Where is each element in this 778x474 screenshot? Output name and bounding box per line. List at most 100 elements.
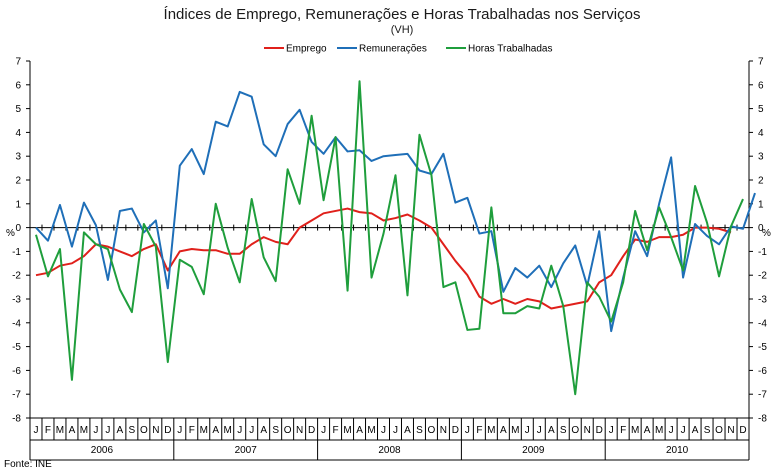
year-label: 2009 [522,445,545,456]
month-label: S [416,425,423,436]
month-label: M [200,425,208,436]
month-label: J [537,425,542,436]
month-label: N [152,425,159,436]
month-label: S [704,425,711,436]
y-tick-label-right: -1 [758,247,767,258]
y-tick-label-right: -3 [758,295,767,306]
month-label: J [177,425,182,436]
month-label: J [609,425,614,436]
month-label: N [727,425,734,436]
year-label: 2008 [378,445,401,456]
month-label: N [440,425,447,436]
month-label: J [321,425,326,436]
y-tick-label-right: -8 [758,414,767,425]
month-label: D [164,425,171,436]
month-label: M [655,425,663,436]
month-label: F [476,425,482,436]
y-tick-label-right: 5 [758,104,764,115]
y-tick-label-left: -2 [12,271,21,282]
month-label: A [356,425,363,436]
axes: -8 -8 -7 -7 -6 -6 -5 -5 -4 -4 -3 -3 -2 -2 -1 -1 0 0 1 1 2 2 3 3… [12,57,767,461]
legend: Emprego Remunerações Horas Trabalhadas [264,44,553,55]
y-tick-label-right: 4 [758,128,764,139]
month-label: O [140,425,148,436]
y-tick-label-left: 0 [15,223,21,234]
month-label: J [381,425,386,436]
source-note: Fonte: INE [4,459,52,470]
month-label: M [367,425,375,436]
month-label: A [500,425,507,436]
month-label: S [272,425,279,436]
month-label: M [343,425,351,436]
year-label: 2006 [91,445,114,456]
y-tick-label-right: -5 [758,342,767,353]
month-label: A [212,425,219,436]
y-tick-label-left: -1 [12,247,21,258]
y-tick-label-left: 5 [15,104,21,115]
y-tick-label-left: 1 [15,199,21,210]
series-line-remunera-es [35,90,756,333]
y-tick-label-right: 2 [758,176,764,187]
month-label: A [404,425,411,436]
month-label: F [45,425,51,436]
month-label: D [596,425,603,436]
y-axis-label-right: % [762,228,771,239]
y-tick-label-right: 0 [758,223,764,234]
month-label: J [465,425,470,436]
series-line-emprego [35,207,732,310]
y-tick-label-left: 2 [15,176,21,187]
y-tick-label-left: -4 [12,318,21,329]
legend-label: Horas Trabalhadas [468,44,553,55]
month-label: A [260,425,267,436]
y-tick-label-left: -5 [12,342,21,353]
month-label: F [189,425,195,436]
month-label: O [428,425,436,436]
month-label: J [669,425,674,436]
year-label: 2007 [235,445,258,456]
y-tick-label-left: -6 [12,366,21,377]
month-label: A [117,425,124,436]
y-tick-label-left: 7 [15,57,21,68]
month-label: J [525,425,530,436]
y-tick-label-right: -4 [758,318,767,329]
chart-title: Índices de Emprego, Remunerações e Horas… [164,6,641,23]
y-axis-label-left: % [6,228,15,239]
month-label: J [93,425,98,436]
month-label: F [333,425,339,436]
y-tick-label-right: 7 [758,57,764,68]
month-label: J [249,425,254,436]
series-line-horas-trabalhadas [35,80,744,396]
month-label: S [129,425,136,436]
month-label: D [739,425,746,436]
month-label: A [692,425,699,436]
month-label: S [560,425,567,436]
month-label: O [715,425,723,436]
month-label: O [571,425,579,436]
y-tick-label-right: 6 [758,80,764,91]
y-tick-label-left: 4 [15,128,21,139]
month-label: A [548,425,555,436]
y-tick-label-left: -7 [12,390,21,401]
chart-subtitle: (VH) [391,24,414,36]
month-label: M [631,425,639,436]
month-label: J [105,425,110,436]
month-label: N [584,425,591,436]
month-label: J [33,425,38,436]
month-label: J [237,425,242,436]
month-label: O [284,425,292,436]
month-label: M [80,425,88,436]
y-tick-label-left: -8 [12,414,21,425]
month-label: M [511,425,519,436]
legend-label: Emprego [286,44,327,55]
month-label: M [487,425,495,436]
month-label: N [296,425,303,436]
y-tick-label-left: -3 [12,295,21,306]
legend-label: Remunerações [359,44,427,55]
month-label: J [681,425,686,436]
month-label: M [224,425,232,436]
y-tick-label-left: 6 [15,80,21,91]
series-layer [35,80,756,396]
y-tick-label-right: -6 [758,366,767,377]
y-tick-label-right: -2 [758,271,767,282]
